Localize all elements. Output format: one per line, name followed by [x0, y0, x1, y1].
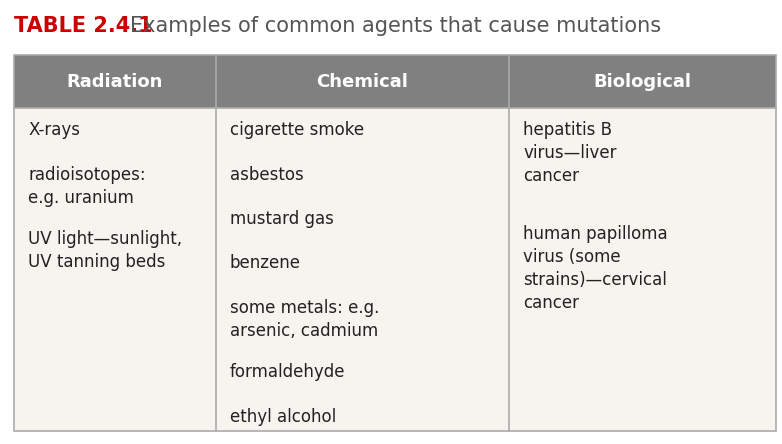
Text: benzene: benzene	[230, 254, 301, 273]
Text: X-rays: X-rays	[28, 121, 80, 139]
Text: ethyl alcohol: ethyl alcohol	[230, 408, 336, 426]
Text: human papilloma
virus (some
strains)—cervical
cancer: human papilloma virus (some strains)—cer…	[523, 225, 668, 312]
Text: some metals: e.g.
arsenic, cadmium: some metals: e.g. arsenic, cadmium	[230, 299, 379, 340]
Text: UV light—sunlight,
UV tanning beds: UV light—sunlight, UV tanning beds	[28, 230, 182, 271]
Text: formaldehyde: formaldehyde	[230, 363, 346, 381]
Bar	[14, 108, 776, 431]
Text: hepatitis B
virus—liver
cancer: hepatitis B virus—liver cancer	[523, 121, 617, 185]
Bar	[14, 56, 776, 108]
Bar	[14, 56, 776, 431]
Text: cigarette smoke: cigarette smoke	[230, 121, 364, 139]
Text: mustard gas: mustard gas	[230, 210, 334, 228]
Text: Chemical: Chemical	[317, 73, 408, 91]
Text: TABLE 2.4.1: TABLE 2.4.1	[14, 16, 152, 36]
Text: Biological: Biological	[594, 73, 691, 91]
Text: Examples of common agents that cause mutations: Examples of common agents that cause mut…	[130, 16, 661, 36]
Text: asbestos: asbestos	[230, 166, 303, 184]
Text: Radiation: Radiation	[66, 73, 163, 91]
Text: radioisotopes:
e.g. uranium: radioisotopes: e.g. uranium	[28, 166, 145, 206]
